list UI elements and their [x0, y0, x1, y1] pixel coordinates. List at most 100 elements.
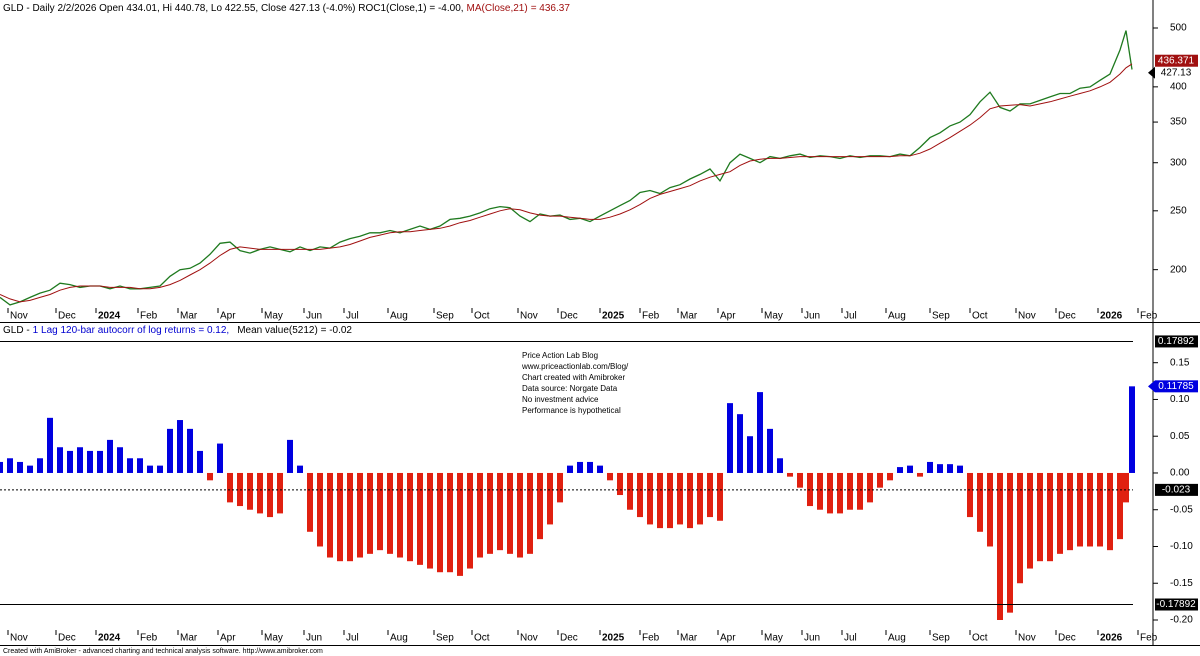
title: GLD - Daily 2/2/2026 Open 434.01, Hi 440…: [3, 3, 464, 14]
y-tick-label: 0.15: [1170, 357, 1190, 368]
bar: [987, 472, 993, 547]
x-tick-label: Dec: [1058, 633, 1076, 644]
bar: [827, 472, 833, 514]
y-tick-label: -0.15: [1170, 578, 1193, 589]
x-tick-label: Mar: [180, 633, 198, 644]
x-tick-label: May: [264, 311, 283, 322]
bar: [1097, 472, 1103, 547]
bar: [367, 472, 373, 554]
value-box: [1155, 54, 1198, 67]
bar: [737, 414, 743, 473]
x-tick-label: Nov: [520, 311, 538, 322]
annotation: Chart created with Amibroker: [522, 373, 625, 382]
bar: [977, 472, 983, 532]
x-tick-label: Jun: [306, 311, 322, 322]
x-tick-label: Sep: [436, 633, 454, 644]
bar: [1037, 472, 1043, 562]
bar: [847, 472, 853, 510]
value-box: [1155, 380, 1198, 393]
ma-name: MA(Close,21): [467, 3, 528, 14]
x-tick-label: Feb: [642, 633, 660, 644]
x-tick-label: Nov: [10, 311, 28, 322]
x-tick-label: 2026: [1100, 633, 1123, 644]
x-tick-label: Feb: [642, 311, 660, 322]
value-box: [1155, 598, 1198, 611]
footer: Created with AmiBroker - advanced charti…: [3, 648, 323, 655]
bar: [947, 464, 953, 473]
indicator: 1 Lag 120-bar autocorr of log returns = …: [33, 325, 230, 336]
x-tick-label: Oct: [474, 311, 490, 322]
bar: [347, 472, 353, 562]
bar: [117, 447, 123, 473]
y-tick-label: 300: [1170, 157, 1187, 168]
y-tick-label: 500: [1170, 23, 1187, 34]
bar: [267, 472, 273, 518]
price-title: GLD - Daily 2/2/2026 Open 434.01, Hi 440…: [3, 3, 570, 14]
bar: [27, 465, 33, 473]
x-tick-label: Apr: [720, 311, 736, 322]
x-tick-label: Nov: [520, 633, 538, 644]
bar: [177, 420, 183, 473]
x-tick-label: Mar: [180, 311, 198, 322]
x-tick-label: 2025: [602, 311, 625, 322]
bar: [917, 472, 923, 477]
x-tick-label: Aug: [888, 311, 906, 322]
bar: [457, 472, 463, 576]
x-tick-label: May: [764, 311, 783, 322]
bar: [217, 443, 223, 473]
series-line: [0, 30, 1133, 306]
y-tick-label: 0.05: [1170, 431, 1190, 442]
bar: [677, 472, 683, 525]
x-tick-label: Jun: [804, 633, 820, 644]
bar: [1057, 472, 1063, 554]
annotation: Performance is hypothetical: [522, 406, 621, 415]
bar: [417, 472, 423, 565]
x-tick-label: Jul: [844, 633, 857, 644]
x-tick-label: Nov: [1018, 311, 1036, 322]
bar: [837, 472, 843, 514]
bar: [247, 472, 253, 510]
bar: [697, 472, 703, 525]
bar: [757, 392, 763, 473]
value-box-label: 0.17892: [1158, 336, 1195, 347]
bar: [1007, 472, 1013, 613]
bar: [387, 472, 393, 554]
bar: [1067, 472, 1073, 551]
bar: [227, 472, 233, 503]
y-tick-label: 250: [1170, 205, 1187, 216]
y-tick-label: -0.05: [1170, 504, 1193, 515]
bar: [487, 472, 493, 554]
bar: [497, 472, 503, 551]
x-tick-label: Jul: [844, 311, 857, 322]
x-tick-label: Jun: [804, 311, 820, 322]
bar: [1087, 472, 1093, 547]
x-tick-label: 2026: [1100, 311, 1123, 322]
bar: [0, 461, 3, 473]
bar: [857, 472, 863, 510]
ma-value: = 436.37: [531, 3, 571, 14]
bar: [187, 428, 193, 473]
x-tick-label: Feb: [1140, 311, 1158, 322]
bar: [257, 472, 263, 514]
annotation: Data source: Norgate Data: [522, 384, 618, 393]
value-box-label: 436.371: [1158, 55, 1195, 66]
bar: [37, 458, 43, 473]
bar: [907, 465, 913, 473]
bar: [157, 465, 163, 473]
bar: [537, 472, 543, 540]
value-box-pointer: [1148, 66, 1155, 79]
bar: [1117, 472, 1123, 540]
bar: [97, 450, 103, 473]
bar: [797, 472, 803, 488]
x-tick-label: 2024: [98, 311, 121, 322]
x-tick-label: Oct: [972, 311, 988, 322]
value-box-label: 0.11785: [1158, 381, 1194, 392]
value-box-label: -0.023: [1162, 485, 1191, 496]
bar: [647, 472, 653, 525]
bar: [47, 417, 53, 473]
bar: [877, 472, 883, 488]
x-tick-label: Jul: [346, 633, 359, 644]
x-tick-label: Oct: [474, 633, 490, 644]
bar: [1017, 472, 1023, 584]
